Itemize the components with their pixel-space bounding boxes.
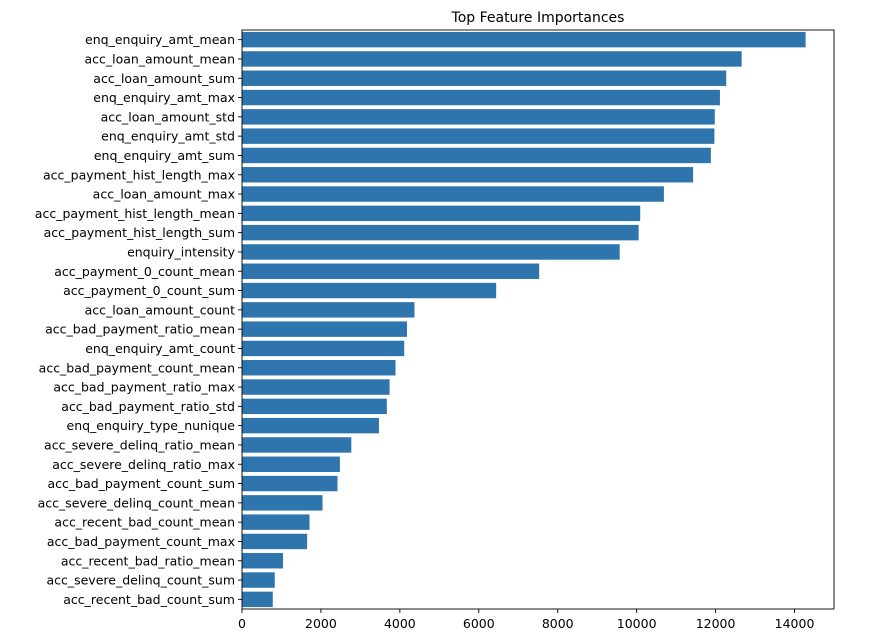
bar-acc-bad-payment-ratio-mean xyxy=(242,321,407,337)
bar-enq-enquiry-amt-count xyxy=(242,340,405,357)
y-tick-label: acc_severe_delinq_ratio_max xyxy=(52,457,235,472)
bar-acc-payment-hist-length-mean xyxy=(242,205,641,222)
bar-acc-bad-payment-ratio-std xyxy=(242,398,387,415)
y-tick-label: enq_enquiry_amt_sum xyxy=(94,148,235,163)
y-tick-label: enq_enquiry_amt_mean xyxy=(85,32,235,47)
bar-enq-enquiry-type-nunique xyxy=(242,417,379,434)
y-tick-label: acc_bad_payment_ratio_mean xyxy=(45,322,235,337)
y-tick-label: acc_severe_delinq_count_sum xyxy=(46,573,235,588)
y-tick-label: acc_bad_payment_count_mean xyxy=(39,360,235,375)
y-tick-label: acc_loan_amount_count xyxy=(85,302,235,317)
bar-acc-loan-amount-std xyxy=(242,109,715,125)
y-tick-label: acc_bad_payment_ratio_std xyxy=(61,399,235,414)
x-tick-label: 14000 xyxy=(775,616,815,631)
y-tick-label: acc_recent_bad_count_sum xyxy=(63,592,235,607)
x-tick-label: 8000 xyxy=(542,616,574,631)
bar-enq-enquiry-amt-std xyxy=(242,128,715,144)
bar-acc-loan-amount-mean xyxy=(242,51,742,67)
bar-acc-recent-bad-count-mean xyxy=(242,514,310,530)
bar-enq-enquiry-amt-sum xyxy=(242,147,711,164)
bar-acc-severe-delinq-ratio-mean xyxy=(242,437,352,453)
y-tick-label: acc_loan_amount_std xyxy=(101,109,235,124)
bar-acc-loan-amount-max xyxy=(242,186,664,202)
bar-enq-enquiry-amt-max xyxy=(242,89,720,106)
y-tick-label: acc_loan_amount_mean xyxy=(84,51,235,66)
bar-enq-enquiry-amt-mean xyxy=(242,31,806,48)
x-tick-label: 4000 xyxy=(384,616,416,631)
bar-acc-payment-0-count-mean xyxy=(242,263,540,279)
x-tick-label: 12000 xyxy=(696,616,736,631)
bar-acc-payment-hist-length-max xyxy=(242,167,694,183)
y-tick-label: enq_enquiry_amt_max xyxy=(93,90,235,105)
y-tick-label: acc_recent_bad_ratio_mean xyxy=(61,553,235,568)
y-tick-label: enq_enquiry_amt_std xyxy=(101,129,235,144)
y-tick-label: acc_recent_bad_count_mean xyxy=(54,515,235,530)
y-tick-label: acc_loan_amount_sum xyxy=(93,71,235,86)
y-tick-label: acc_payment_hist_length_max xyxy=(43,167,235,182)
bar-acc-bad-payment-count-max xyxy=(242,533,308,550)
y-tick-label: acc_payment_hist_length_sum xyxy=(44,225,235,240)
bar-acc-severe-delinq-count-sum xyxy=(242,572,275,588)
y-tick-labels: enq_enquiry_amt_mean acc_loan_amount_mean… xyxy=(35,32,242,607)
y-tick-label: enquiry_intensity xyxy=(127,244,236,259)
y-tick-label: enq_enquiry_amt_count xyxy=(85,341,235,356)
y-tick-label: acc_payment_0_count_sum xyxy=(63,283,235,298)
bar-acc-payment-0-count-sum xyxy=(242,282,497,299)
x-tick-label: 0 xyxy=(238,616,246,631)
y-tick-label: acc_loan_amount_max xyxy=(93,187,235,202)
plot-frame xyxy=(241,29,835,610)
y-tick-label: enq_enquiry_type_nunique xyxy=(67,418,236,433)
x-tick-label: 6000 xyxy=(463,616,495,631)
x-axis-ticks: 0 2000 4000 6000 8000 10000 12000 14000 xyxy=(238,609,814,631)
bar-acc-recent-bad-count-sum xyxy=(242,591,273,608)
y-tick-label: acc_severe_delinq_ratio_mean xyxy=(44,437,235,452)
bar-acc-payment-hist-length-sum xyxy=(242,224,639,241)
y-tick-label: acc_payment_hist_length_mean xyxy=(35,206,235,221)
bar-acc-recent-bad-ratio-mean xyxy=(242,553,284,569)
chart-title: Top Feature Importances xyxy=(451,10,625,26)
bar-acc-severe-delinq-ratio-max xyxy=(242,456,340,472)
bar-acc-bad-payment-count-sum xyxy=(242,475,338,492)
bar-acc-severe-delinq-count-mean xyxy=(242,495,323,511)
y-tick-label: acc_bad_payment_ratio_max xyxy=(53,380,235,395)
y-tick-label: acc_severe_delinq_count_mean xyxy=(38,495,235,510)
bar-acc-loan-amount-sum xyxy=(242,70,727,86)
x-tick-label: 2000 xyxy=(305,616,337,631)
y-tick-label: acc_payment_0_count_mean xyxy=(54,264,235,279)
y-tick-label: acc_bad_payment_count_max xyxy=(47,534,235,549)
x-tick-label: 10000 xyxy=(617,616,657,631)
bar-acc-loan-amount-count xyxy=(242,302,415,318)
y-tick-label: acc_bad_payment_count_sum xyxy=(48,476,236,491)
bar-acc-bad-payment-ratio-max xyxy=(242,379,390,395)
bars-layer xyxy=(242,31,806,608)
bar-enquiry-intensity xyxy=(242,244,620,260)
bar-acc-bad-payment-count-mean xyxy=(242,360,396,376)
